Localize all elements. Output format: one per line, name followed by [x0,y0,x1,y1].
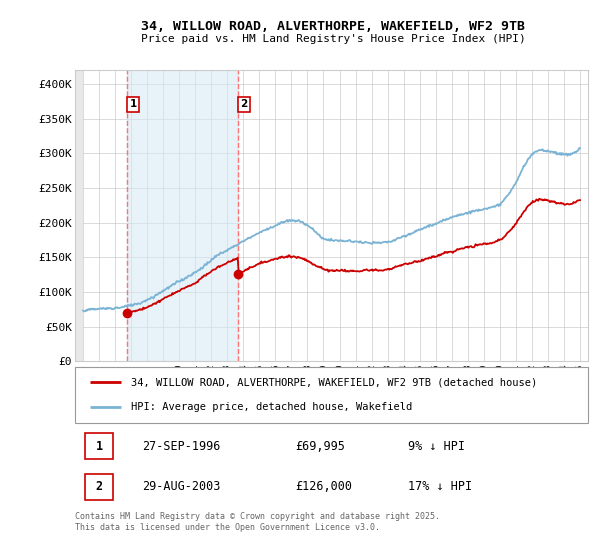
Bar [127,70,238,361]
Text: 2: 2 [96,480,103,493]
Bar [85,433,113,459]
Bar [75,70,83,361]
Text: 2: 2 [240,99,248,109]
Text: 1: 1 [96,440,103,453]
Text: 34, WILLOW ROAD, ALVERTHORPE, WAKEFIELD, WF2 9TB (detached house): 34, WILLOW ROAD, ALVERTHORPE, WAKEFIELD,… [131,377,538,388]
Text: Contains HM Land Registry data © Crown copyright and database right 2025.
This d: Contains HM Land Registry data © Crown c… [75,512,440,532]
Text: £126,000: £126,000 [296,480,353,493]
Bar [75,70,83,361]
Text: 9% ↓ HPI: 9% ↓ HPI [409,440,466,453]
Text: 27-SEP-1996: 27-SEP-1996 [142,440,220,453]
Text: HPI: Average price, detached house, Wakefield: HPI: Average price, detached house, Wake… [131,402,413,412]
Text: £69,995: £69,995 [296,440,346,453]
Text: 34, WILLOW ROAD, ALVERTHORPE, WAKEFIELD, WF2 9TB: 34, WILLOW ROAD, ALVERTHORPE, WAKEFIELD,… [141,20,525,32]
Text: 29-AUG-2003: 29-AUG-2003 [142,480,220,493]
Text: Price paid vs. HM Land Registry's House Price Index (HPI): Price paid vs. HM Land Registry's House … [140,34,526,44]
Text: 17% ↓ HPI: 17% ↓ HPI [409,480,473,493]
Bar [85,474,113,500]
Text: 1: 1 [130,99,137,109]
